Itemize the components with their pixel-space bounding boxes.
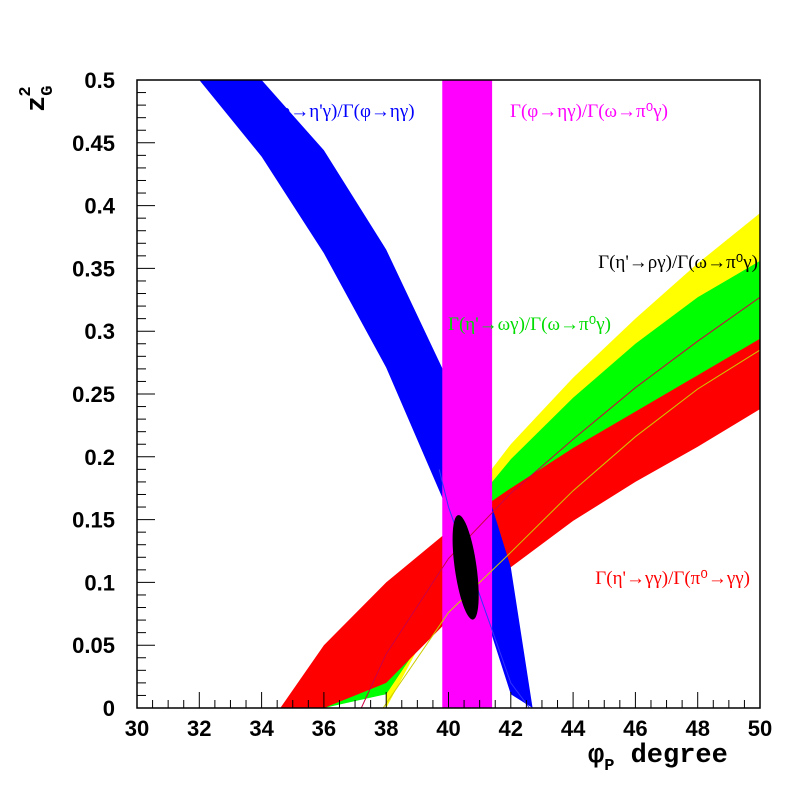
band-0 (199, 80, 533, 708)
y-tick-label: 0 (103, 696, 115, 721)
y-axis-symbol: z (23, 96, 53, 112)
series-label-1: Γ(φ→ηγ)/Γ(ω→π⁰γ) (510, 101, 668, 122)
x-tick-label: 42 (499, 716, 523, 741)
x-axis-title: φP degree (588, 741, 728, 776)
x-tick-label: 36 (312, 716, 336, 741)
y-tick-label: 0.1 (84, 570, 115, 595)
x-tick-label: 34 (249, 716, 274, 741)
fit-ellipse (452, 515, 479, 620)
y-tick-label: 0.45 (72, 131, 115, 156)
x-tick-label: 50 (748, 716, 772, 741)
x-tick-label: 48 (685, 716, 709, 741)
band-4 (280, 338, 760, 708)
y-tick-label: 0.5 (84, 68, 115, 93)
y-tick-label: 0.4 (84, 194, 115, 219)
y-tick-label: 0.15 (72, 508, 115, 533)
x-tick-label: 44 (561, 716, 586, 741)
series-label-4: Γ(η'→γγ)/Γ(π⁰→γγ) (595, 568, 750, 589)
x-axis-symbol: φ (588, 741, 604, 771)
y-tick-label: 0.25 (72, 382, 115, 407)
series-label-0: Γ(φ→η'γ)/Γ(φ→ηγ) (262, 101, 415, 122)
x-tick-label: 30 (125, 716, 149, 741)
ticks-layer (136, 79, 761, 709)
x-axis-subscript: P (604, 757, 614, 776)
labels-layer: 30 32 34 36 38 40 42 44 46 48 50 0 0.05 0.1 0.15 0.2 0.2… (17, 68, 772, 776)
x-tick-label: 40 (436, 716, 460, 741)
overlay-line-2 (438, 469, 530, 708)
y-axis-subscript: G (39, 86, 58, 96)
x-tick-label: 38 (374, 716, 398, 741)
bands-layer (199, 80, 760, 708)
x-tick-label: 32 (187, 716, 211, 741)
y-tick-label: 0.3 (84, 319, 115, 344)
x-axis-unit: degree (614, 741, 727, 771)
overlay-line-0 (360, 296, 760, 708)
y-tick-label: 0.05 (72, 633, 115, 658)
y-tick-label: 0.35 (72, 256, 115, 281)
y-tick-label: 0.2 (84, 445, 115, 470)
y-axis-superscript: 2 (17, 86, 36, 96)
ellipse-layer (452, 515, 479, 620)
overlay-line-1 (382, 349, 760, 708)
series-label-2: Γ(η'→ργ)/Γ(ω→π⁰γ) (598, 252, 758, 273)
x-tick-label: 46 (623, 716, 647, 741)
y-axis-title: zG2 (17, 86, 58, 112)
overlay-lines-layer (360, 296, 760, 708)
series-label-3: Γ(η'→ωγ)/Γ(ω→π⁰γ) (448, 314, 611, 335)
